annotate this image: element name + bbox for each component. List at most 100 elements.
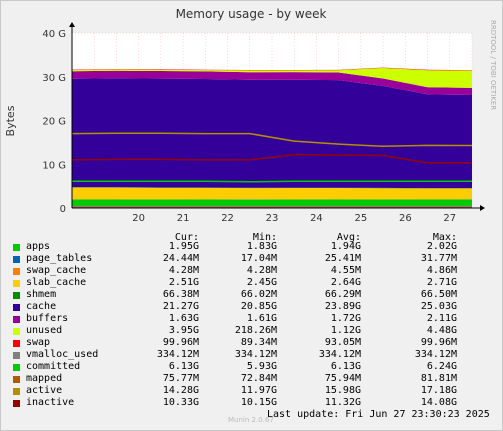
- legend-value: 93.05M: [324, 337, 361, 348]
- legend-series-name: committed: [26, 361, 81, 372]
- legend-value: 6.24G: [426, 361, 457, 372]
- legend-value: 4.86M: [426, 265, 457, 276]
- legend-column-header: Cur:: [174, 232, 199, 243]
- legend-value: 334.12M: [414, 349, 457, 360]
- legend-swatch-buffers: [13, 316, 20, 323]
- legend-value: 10.33G: [162, 397, 199, 408]
- legend-value: 334.12M: [156, 349, 199, 360]
- legend-swatch-cache: [13, 304, 20, 311]
- legend-value: 17.04M: [240, 253, 277, 264]
- legend-value: 1.72G: [330, 313, 361, 324]
- legend-value: 6.13G: [168, 361, 199, 372]
- x-tick-label: 21: [177, 213, 190, 224]
- last-update: Last update: Fri Jun 27 23:30:23 2025: [267, 409, 490, 420]
- y-tick-label: 20 G: [42, 117, 66, 128]
- legend-series-name: apps: [26, 241, 51, 252]
- y-tick-label: 30 G: [42, 73, 66, 84]
- legend-series-name: cache: [26, 301, 57, 312]
- legend-value: 15.98G: [324, 385, 361, 396]
- legend-value: 2.71G: [426, 277, 457, 288]
- legend-column-header: Max:: [432, 232, 457, 243]
- legend-column-header: Avg:: [336, 232, 361, 243]
- x-tick-label: 26: [399, 213, 412, 224]
- x-tick-label: 25: [355, 213, 368, 224]
- legend-swatch-page-tables: [13, 256, 20, 263]
- legend-value: 75.77M: [162, 373, 199, 384]
- legend-value: 89.34M: [240, 337, 277, 348]
- y-axis-arrow: [69, 22, 75, 27]
- y-tick-label: 10 G: [42, 160, 66, 171]
- legend-swatch-unused: [13, 328, 20, 335]
- legend-series-name: swap_cache: [26, 265, 87, 276]
- legend-value: 17.18G: [420, 385, 457, 396]
- legend-value: 14.28G: [162, 385, 199, 396]
- legend-value: 20.85G: [240, 301, 277, 312]
- legend-value: 66.50M: [420, 289, 457, 300]
- legend-value: 2.45G: [246, 277, 277, 288]
- legend-value: 10.15G: [240, 397, 277, 408]
- legend-value: 66.38M: [162, 289, 199, 300]
- plot-area: 0 10 G 20 G 30 G 40 G 20 21 22 23 24 25 26 27: [42, 22, 485, 224]
- y-axis-label: Bytes: [4, 105, 17, 136]
- legend-value: 334.12M: [234, 349, 277, 360]
- legend-value: 75.94M: [324, 373, 361, 384]
- legend-value: 72.84M: [240, 373, 277, 384]
- x-axis-arrow: [480, 205, 485, 211]
- legend-value: 2.11G: [426, 313, 457, 324]
- legend-value: 1.95G: [168, 241, 199, 252]
- legend-value: 4.28M: [168, 265, 199, 276]
- legend-value: 66.02M: [240, 289, 277, 300]
- munin-brand: Munin 2.0.67: [228, 416, 274, 424]
- legend-swatch-inactive: [13, 400, 20, 407]
- legend-swatch-active: [13, 388, 20, 395]
- legend-value: 11.97G: [240, 385, 277, 396]
- legend-value: 4.48G: [426, 325, 457, 336]
- legend-value: 14.08G: [420, 397, 457, 408]
- legend-value: 1.63G: [168, 313, 199, 324]
- legend-series-name: swap: [26, 337, 51, 348]
- legend-value: 3.95G: [168, 325, 199, 336]
- legend-value: 31.77M: [420, 253, 457, 264]
- legend-swatch-apps: [13, 244, 20, 251]
- legend-swatch-slab-cache: [13, 280, 20, 287]
- legend-value: 1.94G: [330, 241, 361, 252]
- legend-series-name: page_tables: [26, 253, 93, 264]
- legend-series-name: buffers: [26, 313, 69, 324]
- legend-value: 4.28M: [246, 265, 277, 276]
- x-tick-label: 20: [132, 213, 145, 224]
- legend-series-name: slab_cache: [26, 277, 87, 288]
- legend-swatch-committed: [13, 364, 20, 371]
- legend-value: 2.02G: [426, 241, 457, 252]
- legend-value: 66.29M: [324, 289, 361, 300]
- legend-series-name: shmem: [26, 289, 57, 300]
- area-swap: [72, 67, 472, 71]
- legend-value: 21.27G: [162, 301, 199, 312]
- legend-series-name: active: [26, 385, 63, 396]
- x-tick-label: 23: [266, 213, 279, 224]
- legend-value: 1.12G: [330, 325, 361, 336]
- line-active: [71, 132, 473, 148]
- area-unused: [72, 68, 472, 88]
- legend-value: 24.44M: [162, 253, 199, 264]
- legend-series-name: mapped: [26, 373, 63, 384]
- area-cache: [72, 78, 472, 189]
- legend-series-name: inactive: [26, 397, 75, 408]
- legend-value: 4.55M: [330, 265, 361, 276]
- legend-value: 6.13G: [330, 361, 361, 372]
- legend-value: 25.41M: [324, 253, 361, 264]
- x-tick-label: 24: [310, 213, 323, 224]
- line-inactive: [71, 153, 473, 164]
- legend-swatch-vmalloc-used: [13, 352, 20, 359]
- legend-column-header: Min:: [252, 232, 277, 243]
- legend-value: 334.12M: [318, 349, 361, 360]
- y-tick-label: 0: [60, 204, 66, 215]
- legend-value: 2.64G: [330, 277, 361, 288]
- chart-title: Memory usage - by week: [176, 7, 327, 21]
- legend-value: 1.83G: [246, 241, 277, 252]
- legend-value: 1.61G: [246, 313, 277, 324]
- legend-value: 23.89G: [324, 301, 361, 312]
- x-tick-label: 22: [221, 213, 234, 224]
- legend-value: 81.81M: [420, 373, 457, 384]
- x-tick-label: 27: [443, 213, 456, 224]
